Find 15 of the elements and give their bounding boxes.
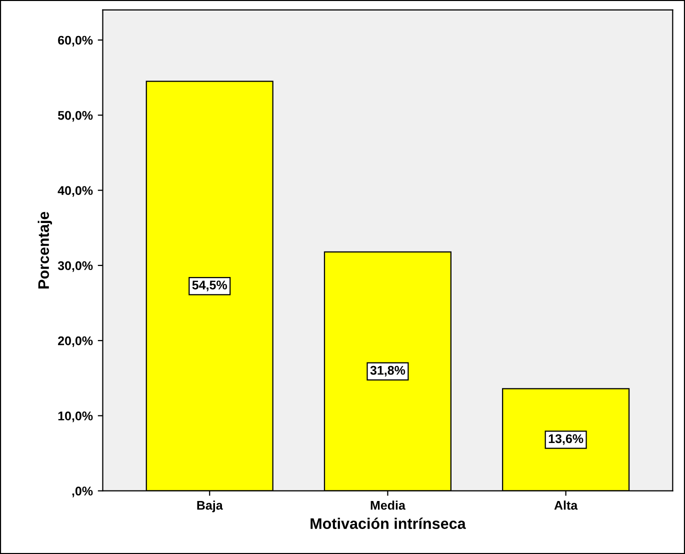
y-tick-label: 40,0%: [58, 186, 93, 197]
data-label: 13,6%: [548, 434, 584, 445]
y-tick-label: 60,0%: [58, 36, 93, 46]
data-label: 31,8%: [370, 366, 406, 377]
x-tick-label: Media: [370, 500, 406, 510]
x-axis-title: Motivación intrínseca: [310, 518, 466, 529]
y-axis-title: Porcentaje: [38, 212, 52, 288]
y-tick-label: ,0%: [72, 486, 93, 498]
y-tick-label: 30,0%: [58, 261, 93, 272]
y-tick-label: 50,0%: [58, 110, 93, 122]
y-tick-label: 20,0%: [58, 336, 93, 348]
data-label: 54,5%: [192, 280, 228, 292]
x-tick-label: Baja: [197, 500, 223, 512]
x-tick-label: Alta: [554, 500, 578, 510]
y-tick-label: 10,0%: [58, 412, 93, 422]
